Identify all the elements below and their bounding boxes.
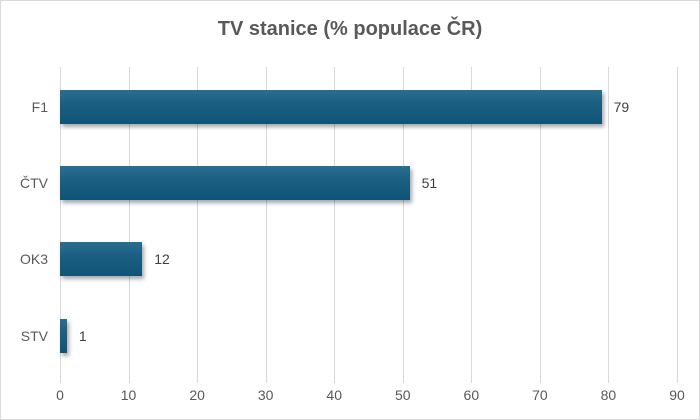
plot-area (60, 67, 678, 383)
category-label: ČTV (20, 175, 48, 191)
bar (60, 319, 67, 353)
gridline (677, 67, 678, 378)
tick-mark (402, 378, 404, 383)
category-label: F1 (31, 99, 48, 115)
x-tick-label: 70 (532, 387, 548, 403)
tick-mark (677, 378, 678, 383)
data-label: 79 (613, 99, 630, 115)
tick-mark (334, 378, 336, 383)
gridline (471, 67, 473, 378)
x-tick-label: 50 (394, 387, 411, 403)
bar (60, 242, 143, 276)
tick-mark (471, 378, 473, 383)
tick-mark (128, 378, 130, 383)
tick-mark (197, 378, 199, 383)
category-label: STV (20, 328, 48, 344)
bar (60, 166, 410, 200)
tick-mark (60, 378, 61, 383)
gridline (334, 67, 336, 378)
gridline (539, 67, 541, 378)
x-tick-label: 30 (257, 387, 274, 403)
x-tick-label: 60 (463, 387, 480, 403)
gridline (608, 67, 610, 378)
x-tick-label: 10 (120, 387, 137, 403)
gridline (128, 67, 130, 378)
gridline (402, 67, 404, 378)
x-tick-label: 20 (189, 387, 205, 403)
x-tick-label: 90 (669, 387, 685, 403)
data-label: 51 (421, 175, 438, 191)
tick-mark (265, 378, 267, 383)
x-tick-label: 40 (326, 387, 342, 403)
data-label: 12 (154, 251, 170, 267)
bar (60, 90, 602, 124)
tick-mark (608, 378, 610, 383)
chart-title: TV stanice (% populace ČR) (217, 18, 483, 40)
category-label: OK3 (19, 251, 48, 267)
x-tick-label: 0 (56, 387, 64, 403)
gridline (197, 67, 199, 378)
x-tick-label: 80 (600, 387, 617, 403)
tick-mark (539, 378, 541, 383)
gridline (265, 67, 267, 378)
data-label: 1 (78, 328, 87, 344)
gridline (60, 67, 61, 378)
